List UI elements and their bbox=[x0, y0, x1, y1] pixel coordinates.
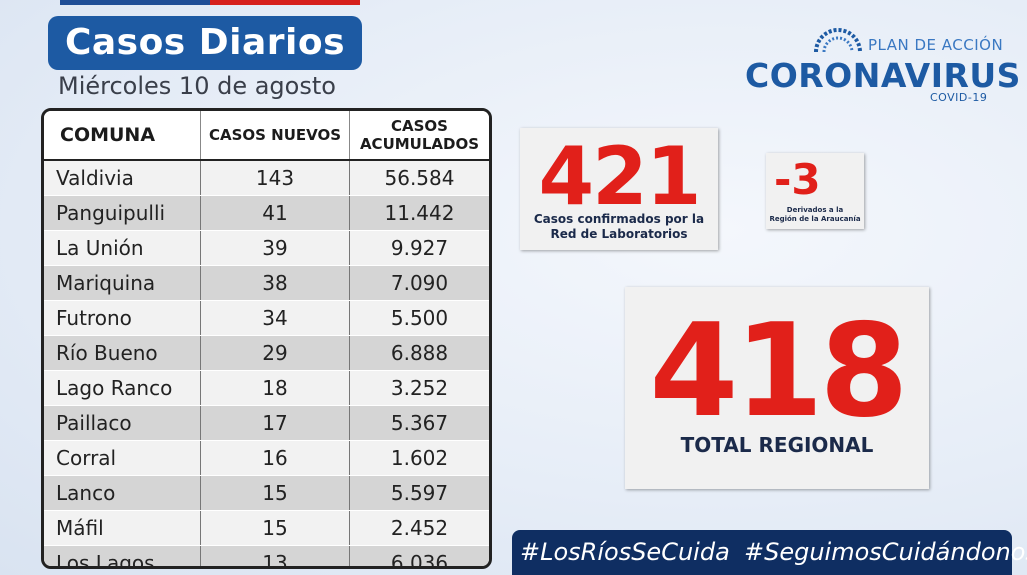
table-row: Lanco 15 5.597 bbox=[44, 475, 489, 511]
table-row: Corral 16 1.602 bbox=[44, 440, 489, 476]
table-row: Futrono 34 5.500 bbox=[44, 300, 489, 336]
casos-acumulados-cell: 5.597 bbox=[349, 475, 489, 511]
virus-icon bbox=[814, 28, 862, 53]
casos-acumulados-cell: 2.452 bbox=[349, 510, 489, 546]
comuna-cell: Paillaco bbox=[44, 405, 201, 441]
table-row: Mariquina 38 7.090 bbox=[44, 265, 489, 301]
table-row: La Unión 39 9.927 bbox=[44, 230, 489, 266]
casos-nuevos-cell: 41 bbox=[200, 195, 350, 231]
confirmed-label-line2: Red de Laboratorios bbox=[550, 227, 688, 241]
comuna-cell: Río Bueno bbox=[44, 335, 201, 371]
comuna-cell: Mariquina bbox=[44, 265, 201, 301]
table-row: Máfil 15 2.452 bbox=[44, 510, 489, 546]
comuna-cell: Los Lagos bbox=[44, 545, 201, 566]
hashtag-bar: #LosRíosSeCuida #SeguimosCuidándonos bbox=[512, 530, 1027, 575]
confirmed-label-line1: Casos confirmados por la bbox=[533, 212, 705, 226]
casos-acumulados-cell: 6.888 bbox=[349, 335, 489, 371]
comuna-cell: Valdivia bbox=[44, 160, 201, 196]
confirmed-cases-card: 421 Casos confirmados por la Red de Labo… bbox=[520, 128, 718, 250]
casos-acumulados-cell: 5.500 bbox=[349, 300, 489, 336]
derived-cases-label: Derivados a la Región de la Araucanía bbox=[766, 206, 864, 224]
header-casos-acumulados: CASOS ACUMULADOS bbox=[349, 111, 489, 161]
logo-plan-text: PLAN DE ACCIÓN bbox=[868, 36, 1004, 54]
derived-label-line2: Región de la Araucanía bbox=[769, 215, 861, 223]
casos-nuevos-cell: 17 bbox=[200, 405, 350, 441]
comuna-cell: Corral bbox=[44, 440, 201, 476]
casos-acumulados-cell: 1.602 bbox=[349, 440, 489, 476]
casos-nuevos-cell: 34 bbox=[200, 300, 350, 336]
page-title: Casos Diarios bbox=[48, 16, 362, 70]
casos-nuevos-cell: 15 bbox=[200, 510, 350, 546]
casos-acumulados-cell: 6.036 bbox=[349, 545, 489, 566]
table-row: Valdivia 143 56.584 bbox=[44, 160, 489, 196]
top-accent-bar bbox=[60, 0, 360, 5]
derived-label-line1: Derivados a la bbox=[786, 206, 844, 214]
derived-cases-card: -3 Derivados a la Región de la Araucanía bbox=[766, 153, 864, 229]
casos-nuevos-cell: 38 bbox=[200, 265, 350, 301]
hashtag-los-rios: #LosRíosSeCuida bbox=[520, 538, 730, 566]
casos-nuevos-cell: 15 bbox=[200, 475, 350, 511]
comuna-cell: Panguipulli bbox=[44, 195, 201, 231]
total-regional-value: 418 bbox=[649, 297, 908, 446]
table-row: Panguipulli 41 11.442 bbox=[44, 195, 489, 231]
header-casos-line1: CASOS bbox=[391, 117, 448, 135]
casos-nuevos-cell: 18 bbox=[200, 370, 350, 406]
casos-nuevos-cell: 39 bbox=[200, 230, 350, 266]
table-row: Lago Ranco 18 3.252 bbox=[44, 370, 489, 406]
top-accent-bar-blue bbox=[60, 0, 210, 5]
total-regional-label: TOTAL REGIONAL bbox=[680, 433, 874, 457]
table-body: Valdivia 143 56.584 Panguipulli 41 11.442 La U… bbox=[44, 160, 489, 566]
table-row: Paillaco 17 5.367 bbox=[44, 405, 489, 441]
comuna-cell: Lago Ranco bbox=[44, 370, 201, 406]
casos-acumulados-cell: 5.367 bbox=[349, 405, 489, 441]
header-casos-nuevos: CASOS NUEVOS bbox=[200, 111, 350, 161]
casos-acumulados-cell: 3.252 bbox=[349, 370, 489, 406]
casos-nuevos-cell: 143 bbox=[200, 160, 350, 196]
casos-acumulados-cell: 9.927 bbox=[349, 230, 489, 266]
derived-cases-value: -3 bbox=[774, 155, 821, 204]
table-header-row: COMUNA CASOS NUEVOS CASOS ACUMULADOS bbox=[44, 111, 489, 161]
casos-nuevos-cell: 16 bbox=[200, 440, 350, 476]
hashtag-seguimos: #SeguimosCuidándonos bbox=[744, 538, 1027, 566]
comuna-cell: La Unión bbox=[44, 230, 201, 266]
cases-table: COMUNA CASOS NUEVOS CASOS ACUMULADOS Val… bbox=[41, 108, 492, 569]
logo-sub-text: COVID-19 bbox=[930, 91, 988, 104]
table-row: Los Lagos 13 6.036 bbox=[44, 545, 489, 566]
header-acumulados-line2: ACUMULADOS bbox=[359, 135, 480, 153]
header-comuna: COMUNA bbox=[44, 111, 201, 161]
table-row: Río Bueno 29 6.888 bbox=[44, 335, 489, 371]
confirmed-cases-label: Casos confirmados por la Red de Laborato… bbox=[520, 212, 718, 242]
casos-acumulados-cell: 56.584 bbox=[349, 160, 489, 196]
comuna-cell: Máfil bbox=[44, 510, 201, 546]
casos-nuevos-cell: 29 bbox=[200, 335, 350, 371]
casos-nuevos-cell: 13 bbox=[200, 545, 350, 566]
comuna-cell: Futrono bbox=[44, 300, 201, 336]
logo-brand-text: CORONAVIRUS bbox=[745, 56, 1021, 95]
casos-acumulados-cell: 11.442 bbox=[349, 195, 489, 231]
casos-acumulados-cell: 7.090 bbox=[349, 265, 489, 301]
total-regional-card: 418 TOTAL REGIONAL bbox=[625, 287, 929, 489]
date-label: Miércoles 10 de agosto bbox=[58, 72, 336, 100]
confirmed-cases-value: 421 bbox=[538, 130, 702, 223]
comuna-cell: Lanco bbox=[44, 475, 201, 511]
